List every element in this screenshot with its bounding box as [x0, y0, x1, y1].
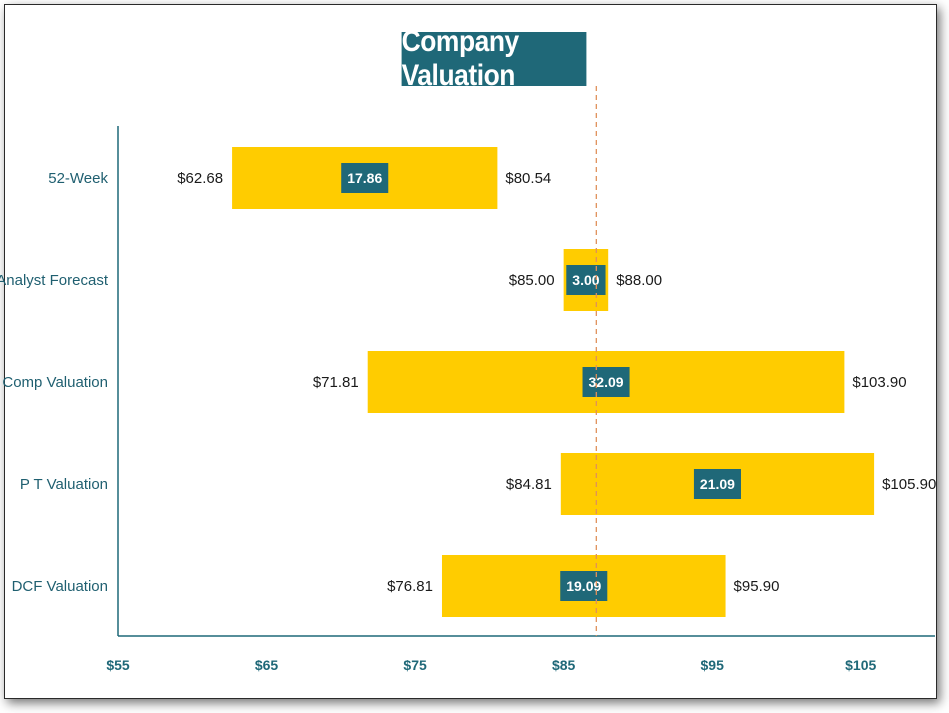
difference-label-box — [582, 367, 630, 397]
difference-label-box — [341, 163, 389, 193]
low-value-label: $76.81 — [387, 578, 433, 595]
x-tick-label: $105 — [845, 657, 876, 673]
low-value-label: $85.00 — [509, 272, 555, 289]
chart-title: Company Valuation — [401, 25, 587, 92]
high-value-label: $103.90 — [852, 374, 906, 391]
difference-label-box — [566, 265, 606, 295]
category-label: P T Valuation — [20, 476, 108, 493]
difference-label-box — [693, 469, 741, 499]
difference-label: 32.09 — [589, 374, 624, 390]
category-label: 52-Week — [48, 170, 108, 187]
bars-layer — [232, 147, 875, 617]
category-label: DCF Valuation — [12, 578, 108, 595]
axis-layer: $55 $65 $75 $85 $95 $105 — [106, 126, 935, 673]
x-tick-label: $55 — [106, 657, 130, 673]
category-label: Comp Valuation — [2, 374, 108, 391]
category-label: Analyst Forecast — [0, 272, 109, 289]
difference-label: 19.09 — [566, 578, 601, 594]
low-value-label: $62.68 — [177, 170, 223, 187]
high-value-label: $80.54 — [505, 170, 551, 187]
x-tick-label: $65 — [255, 657, 279, 673]
x-tick-label: $95 — [701, 657, 725, 673]
low-value-label: $71.81 — [313, 374, 359, 391]
difference-label: 17.86 — [347, 170, 382, 186]
difference-label: 3.00 — [572, 272, 599, 288]
x-tick-label: $85 — [552, 657, 576, 673]
difference-label-box — [560, 571, 608, 601]
high-value-label: $105.90 — [882, 476, 936, 493]
high-value-label: $95.90 — [734, 578, 780, 595]
x-tick-label: $75 — [403, 657, 427, 673]
difference-label: 21.09 — [700, 476, 735, 492]
labels-layer: 52-Week $62.68 $80.54 17.86 Analyst Forecast… — [0, 86, 936, 636]
low-value-label: $84.81 — [506, 476, 552, 493]
high-value-label: $88.00 — [616, 272, 662, 289]
